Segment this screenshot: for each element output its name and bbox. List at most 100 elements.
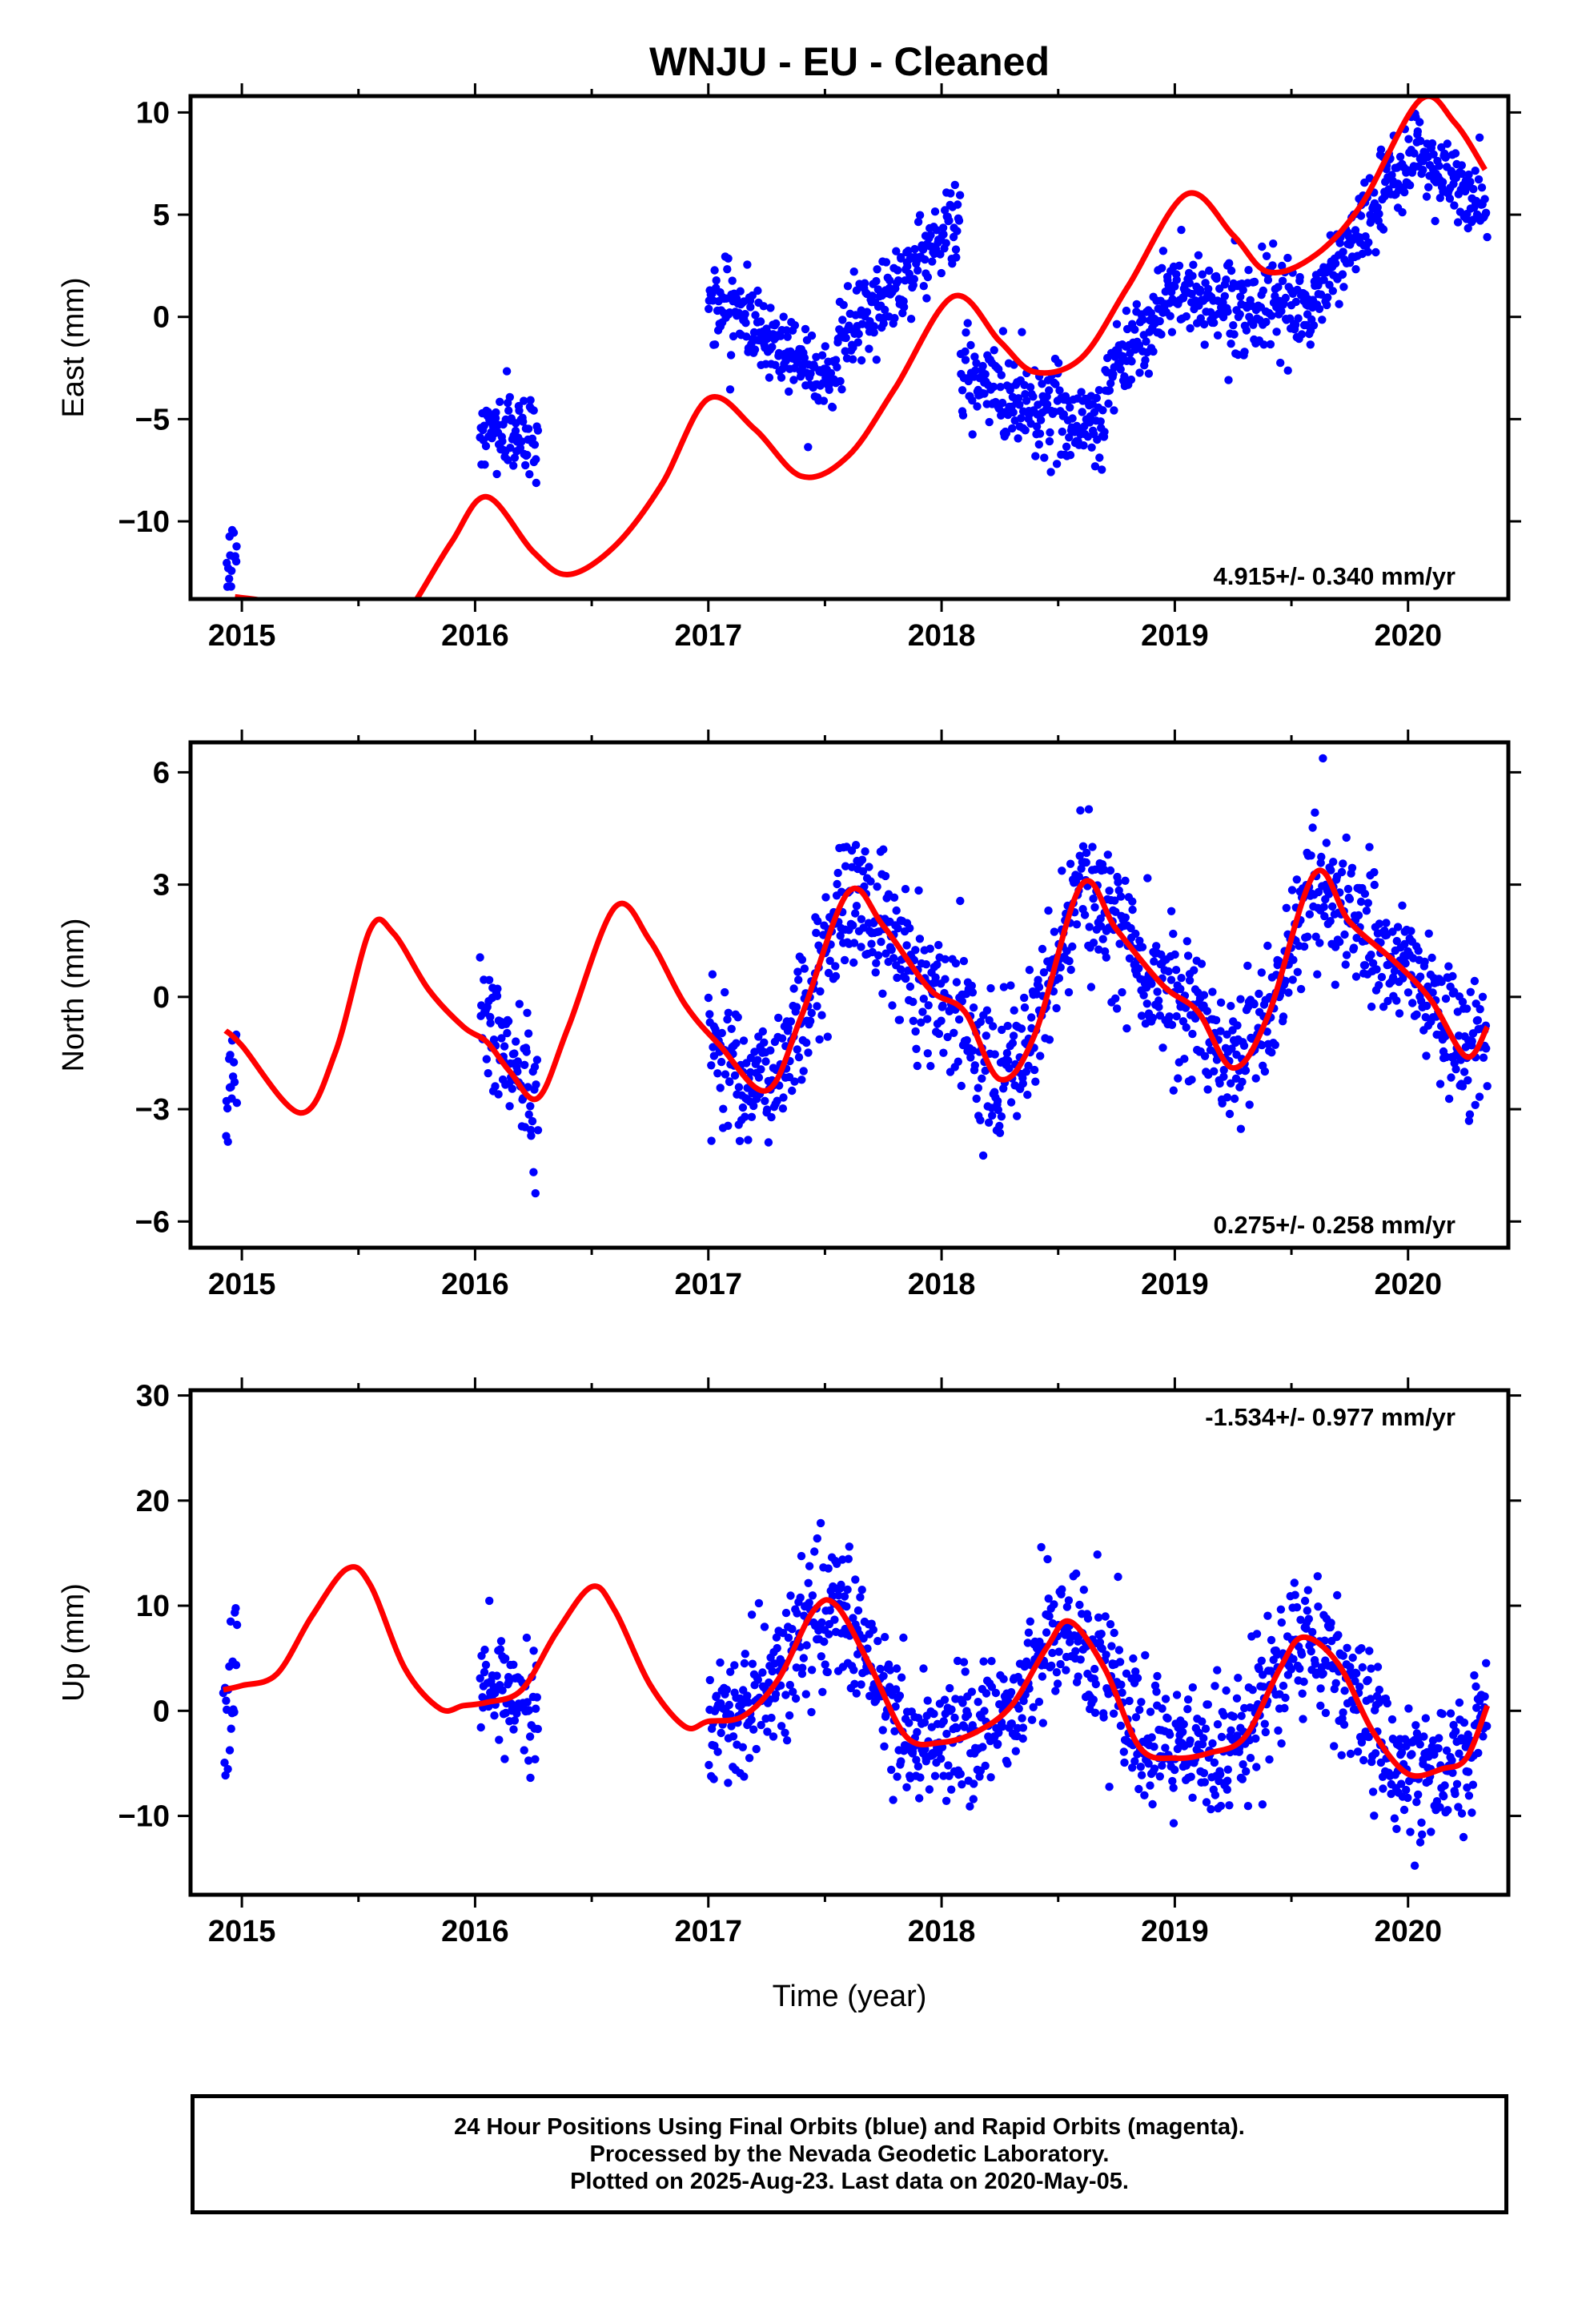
caption-line: Processed by the Nevada Geodetic Laborat… [589,2141,1110,2167]
data-point [902,941,911,950]
data-point [1153,1671,1162,1681]
north-points [222,754,1492,1198]
data-point [1112,1004,1122,1013]
data-point [1082,848,1091,858]
data-point [1147,979,1156,988]
data-point [1363,247,1372,256]
data-point [789,984,798,993]
data-point [1472,1682,1480,1691]
data-point [1110,896,1119,905]
data-point [947,1785,956,1794]
data-point [1464,1116,1474,1125]
data-point [1155,1772,1165,1781]
data-point [1289,955,1298,964]
data-point [1018,1723,1028,1732]
data-point [1258,1040,1267,1050]
data-point [792,1663,801,1672]
data-point [807,331,817,340]
data-point [1339,1708,1347,1717]
data-point [1089,895,1098,903]
data-point [1427,1827,1435,1836]
data-point [730,1661,739,1670]
data-point [1188,1683,1198,1692]
data-point [1423,982,1432,991]
data-point [939,1048,948,1057]
data-point [1334,1630,1343,1639]
data-point [887,1765,896,1775]
data-point [713,1069,722,1078]
data-point [1452,1065,1460,1074]
data-point [999,1675,1008,1683]
data-point [1161,1743,1170,1752]
data-point [824,1564,833,1573]
data-point [1066,859,1075,868]
data-point [1191,1014,1200,1023]
data-point [1178,1727,1187,1736]
data-point [931,973,940,982]
data-point [871,968,880,977]
data-point [1259,340,1268,349]
data-point [1086,983,1096,991]
data-point [1047,1661,1056,1671]
data-point [1150,1764,1159,1773]
data-point [852,286,861,295]
data-point [231,1661,241,1670]
data-point [1139,991,1148,1000]
data-point [788,1086,797,1096]
data-point [1062,442,1071,451]
data-point [1190,966,1199,975]
data-point [750,345,760,354]
data-point [962,328,970,337]
data-point [843,282,853,291]
data-point [1371,247,1380,257]
data-point [861,847,869,856]
data-point [1236,995,1245,1003]
data-point [840,955,849,965]
data-point [1211,1015,1221,1025]
data-point [1107,1642,1116,1651]
data-point [1278,261,1287,271]
data-point [752,1744,761,1754]
data-point [1250,999,1259,1009]
data-point [1203,1007,1212,1015]
data-point [797,955,807,964]
data-point [529,1647,538,1655]
data-point [1366,1695,1375,1703]
data-point [841,862,850,870]
data-point [1116,365,1125,374]
data-point [872,356,881,364]
data-point [1405,181,1415,190]
data-point [526,396,535,404]
data-point [1202,1798,1211,1807]
data-point [1299,1677,1308,1687]
data-point [1435,1734,1443,1743]
data-point [941,206,950,215]
data-point [1280,1703,1289,1713]
data-point [1375,919,1384,928]
data-point [220,1758,229,1767]
data-point [1289,1655,1298,1663]
data-point [1383,996,1392,1006]
data-point [1370,880,1379,890]
data-point [952,253,961,262]
data-point [959,1658,969,1667]
data-point [510,1716,520,1725]
east-y-axis-label: East (mm) [57,277,90,417]
data-point [1039,968,1049,977]
data-point [1155,1011,1165,1020]
data-point [1020,993,1029,1003]
data-point [924,1001,933,1010]
data-point [1382,919,1391,927]
data-point [899,1633,908,1642]
data-point [1319,754,1327,763]
data-point [828,403,837,412]
data-point [1106,866,1115,875]
data-point [1021,390,1030,399]
data-point [956,896,965,906]
data-point [1215,1079,1224,1088]
data-point [1143,874,1152,883]
data-point [942,1729,951,1739]
data-point [1262,317,1271,327]
data-point [1056,1659,1065,1669]
data-point [781,1608,791,1618]
